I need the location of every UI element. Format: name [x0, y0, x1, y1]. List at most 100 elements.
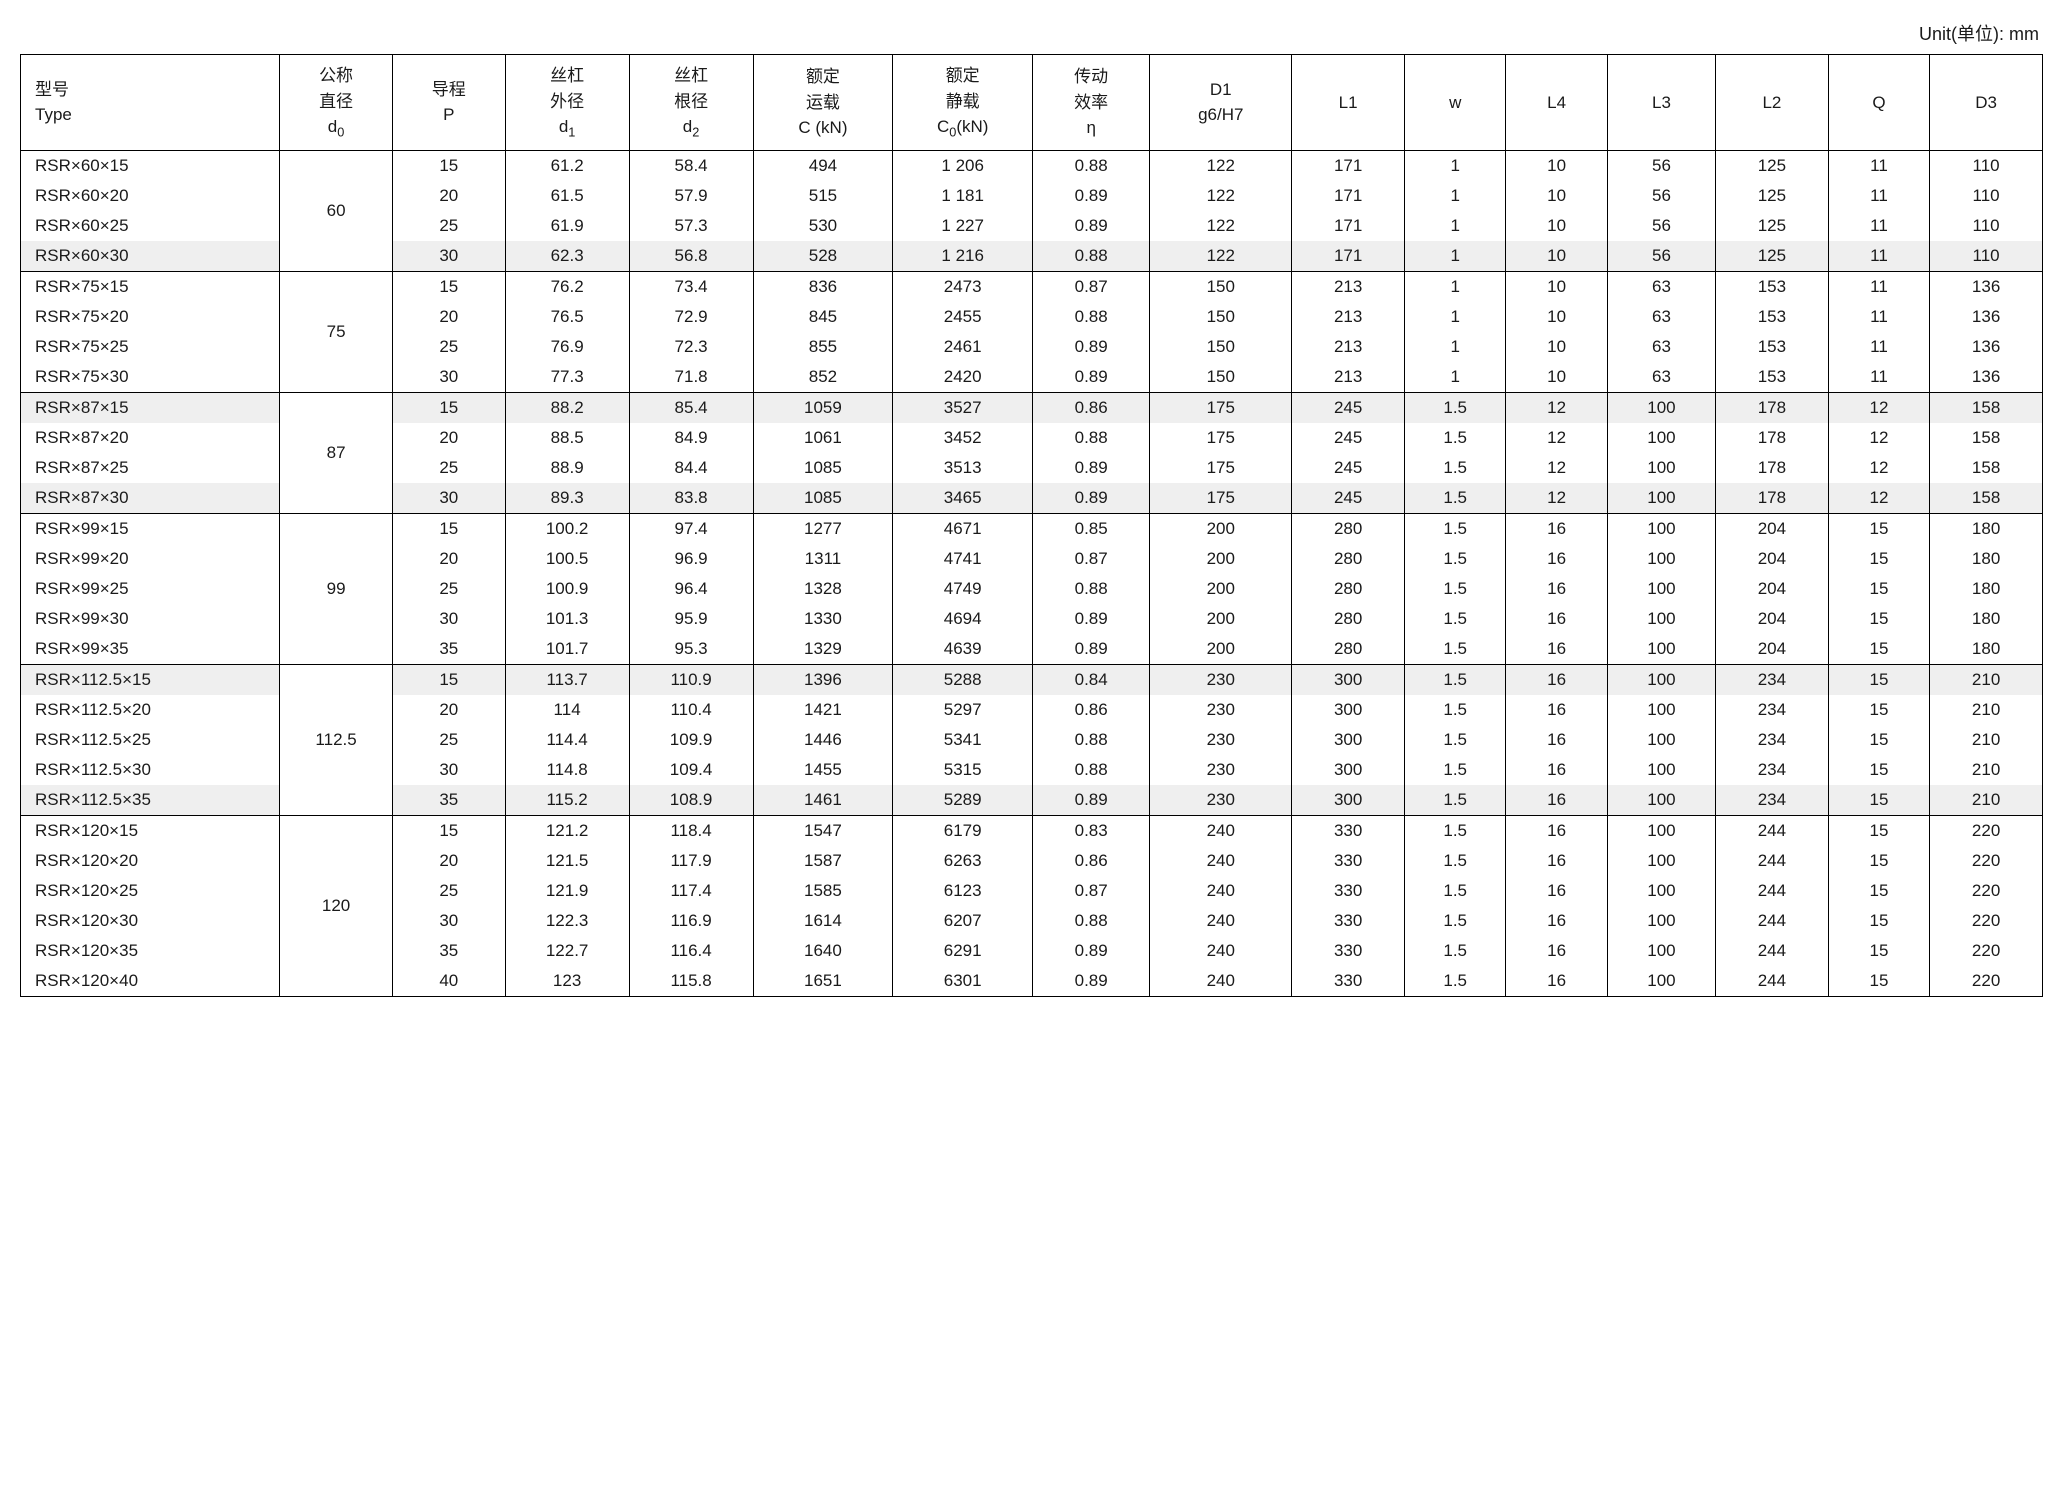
- cell-D1: 122: [1150, 150, 1292, 181]
- cell-L1: 213: [1292, 271, 1405, 302]
- cell-C: 530: [753, 211, 893, 241]
- cell-d1: 77.3: [505, 362, 629, 393]
- cell-L3: 56: [1607, 181, 1715, 211]
- cell-Q: 15: [1828, 846, 1929, 876]
- cell-eta: 0.89: [1033, 966, 1150, 997]
- cell-D3: 210: [1930, 755, 2043, 785]
- cell-L3: 100: [1607, 604, 1715, 634]
- cell-L3: 100: [1607, 483, 1715, 514]
- cell-d1: 114.4: [505, 725, 629, 755]
- cell-d2: 117.9: [629, 846, 753, 876]
- cell-L1: 300: [1292, 755, 1405, 785]
- cell-eta: 0.89: [1033, 181, 1150, 211]
- cell-w: 1.5: [1404, 785, 1505, 816]
- cell-Q: 15: [1828, 574, 1929, 604]
- cell-L4: 16: [1506, 876, 1607, 906]
- cell-Q: 15: [1828, 634, 1929, 665]
- cell-Q: 12: [1828, 453, 1929, 483]
- cell-d1: 88.9: [505, 453, 629, 483]
- cell-L4: 16: [1506, 906, 1607, 936]
- cell-d2: 109.4: [629, 755, 753, 785]
- cell-Q: 12: [1828, 392, 1929, 423]
- cell-D3: 220: [1930, 966, 2043, 997]
- cell-D3: 220: [1930, 815, 2043, 846]
- cell-L4: 12: [1506, 483, 1607, 514]
- cell-L1: 330: [1292, 966, 1405, 997]
- cell-C: 855: [753, 332, 893, 362]
- cell-C: 494: [753, 150, 893, 181]
- cell-type: RSR×112.5×30: [21, 755, 280, 785]
- cell-type: RSR×99×30: [21, 604, 280, 634]
- cell-L1: 213: [1292, 302, 1405, 332]
- cell-C0: 6301: [893, 966, 1033, 997]
- cell-d1: 121.9: [505, 876, 629, 906]
- table-header: 型号Type公称直径d0导程P丝杠外径d1丝杠根径d2额定运载C (kN)额定静…: [21, 55, 2043, 151]
- cell-C0: 6291: [893, 936, 1033, 966]
- cell-D1: 150: [1150, 332, 1292, 362]
- cell-type: RSR×87×30: [21, 483, 280, 514]
- cell-C0: 4741: [893, 544, 1033, 574]
- cell-D3: 210: [1930, 785, 2043, 816]
- cell-L3: 100: [1607, 574, 1715, 604]
- cell-D1: 240: [1150, 936, 1292, 966]
- cell-L2: 244: [1716, 966, 1829, 997]
- col-header-D3: D3: [1930, 55, 2043, 151]
- cell-Q: 15: [1828, 906, 1929, 936]
- cell-L1: 171: [1292, 211, 1405, 241]
- cell-C: 1085: [753, 483, 893, 514]
- cell-d2: 115.8: [629, 966, 753, 997]
- cell-w: 1: [1404, 241, 1505, 272]
- cell-D3: 110: [1930, 211, 2043, 241]
- cell-C: 1446: [753, 725, 893, 755]
- cell-D1: 200: [1150, 513, 1292, 544]
- cell-C0: 4671: [893, 513, 1033, 544]
- cell-eta: 0.89: [1033, 453, 1150, 483]
- cell-L3: 100: [1607, 634, 1715, 665]
- cell-w: 1.5: [1404, 634, 1505, 665]
- cell-D3: 110: [1930, 150, 2043, 181]
- cell-C: 1059: [753, 392, 893, 423]
- cell-L3: 63: [1607, 332, 1715, 362]
- cell-L3: 100: [1607, 392, 1715, 423]
- col-header-eta: 传动效率η: [1033, 55, 1150, 151]
- cell-P: 20: [392, 181, 505, 211]
- cell-d1: 100.2: [505, 513, 629, 544]
- cell-L1: 171: [1292, 181, 1405, 211]
- cell-L2: 204: [1716, 604, 1829, 634]
- cell-L3: 100: [1607, 664, 1715, 695]
- cell-d1: 101.7: [505, 634, 629, 665]
- cell-L3: 100: [1607, 544, 1715, 574]
- cell-w: 1.5: [1404, 423, 1505, 453]
- cell-C: 1330: [753, 604, 893, 634]
- cell-C0: 2473: [893, 271, 1033, 302]
- cell-D3: 210: [1930, 664, 2043, 695]
- cell-L1: 280: [1292, 544, 1405, 574]
- cell-L1: 300: [1292, 725, 1405, 755]
- col-header-Q: Q: [1828, 55, 1929, 151]
- cell-L3: 100: [1607, 936, 1715, 966]
- cell-type: RSR×60×30: [21, 241, 280, 272]
- cell-P: 35: [392, 936, 505, 966]
- cell-D3: 110: [1930, 181, 2043, 211]
- cell-d1: 62.3: [505, 241, 629, 272]
- cell-d1: 88.2: [505, 392, 629, 423]
- cell-L1: 245: [1292, 423, 1405, 453]
- cell-w: 1.5: [1404, 695, 1505, 725]
- cell-L1: 280: [1292, 513, 1405, 544]
- cell-w: 1.5: [1404, 664, 1505, 695]
- cell-d2: 57.3: [629, 211, 753, 241]
- cell-P: 25: [392, 725, 505, 755]
- cell-P: 15: [392, 513, 505, 544]
- cell-D1: 150: [1150, 362, 1292, 393]
- cell-L2: 244: [1716, 846, 1829, 876]
- cell-L3: 100: [1607, 513, 1715, 544]
- cell-type: RSR×87×20: [21, 423, 280, 453]
- cell-C: 1061: [753, 423, 893, 453]
- cell-L4: 16: [1506, 725, 1607, 755]
- cell-w: 1.5: [1404, 755, 1505, 785]
- cell-Q: 15: [1828, 755, 1929, 785]
- cell-L2: 178: [1716, 453, 1829, 483]
- cell-L1: 330: [1292, 846, 1405, 876]
- cell-C: 1396: [753, 664, 893, 695]
- cell-d2: 56.8: [629, 241, 753, 272]
